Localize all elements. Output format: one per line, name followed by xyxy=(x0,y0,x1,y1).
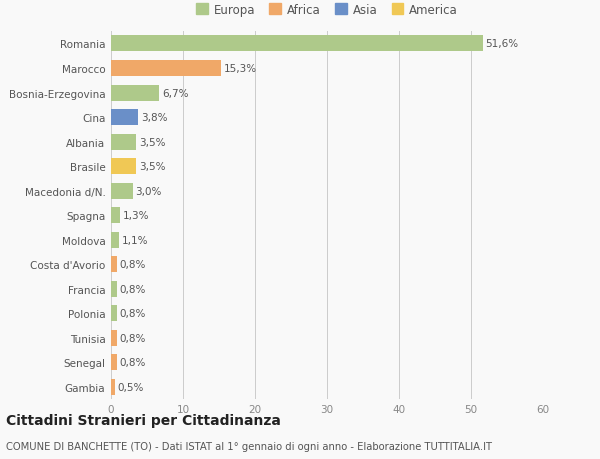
Text: 3,5%: 3,5% xyxy=(139,137,166,147)
Text: 3,8%: 3,8% xyxy=(141,113,168,123)
Text: 6,7%: 6,7% xyxy=(162,88,188,98)
Text: 0,8%: 0,8% xyxy=(119,333,146,343)
Legend: Europa, Africa, Asia, America: Europa, Africa, Asia, America xyxy=(194,1,460,19)
Bar xyxy=(111,379,115,395)
Bar xyxy=(111,159,136,175)
Text: 0,5%: 0,5% xyxy=(118,382,144,392)
Bar xyxy=(111,85,159,101)
Bar xyxy=(111,306,117,322)
Text: 0,8%: 0,8% xyxy=(119,308,146,319)
Bar xyxy=(111,183,133,199)
Bar xyxy=(111,61,221,77)
Text: 3,5%: 3,5% xyxy=(139,162,166,172)
Text: Cittadini Stranieri per Cittadinanza: Cittadini Stranieri per Cittadinanza xyxy=(6,413,281,427)
Bar xyxy=(111,110,139,126)
Bar xyxy=(111,281,117,297)
Text: 1,3%: 1,3% xyxy=(123,211,150,221)
Bar xyxy=(111,208,121,224)
Bar xyxy=(111,36,482,52)
Text: 1,1%: 1,1% xyxy=(122,235,148,245)
Bar xyxy=(111,330,117,346)
Bar xyxy=(111,232,119,248)
Text: 3,0%: 3,0% xyxy=(136,186,162,196)
Bar xyxy=(111,134,136,150)
Text: 0,8%: 0,8% xyxy=(119,260,146,270)
Text: COMUNE DI BANCHETTE (TO) - Dati ISTAT al 1° gennaio di ogni anno - Elaborazione : COMUNE DI BANCHETTE (TO) - Dati ISTAT al… xyxy=(6,441,492,451)
Text: 0,8%: 0,8% xyxy=(119,358,146,368)
Text: 0,8%: 0,8% xyxy=(119,284,146,294)
Bar xyxy=(111,355,117,370)
Text: 51,6%: 51,6% xyxy=(485,39,518,50)
Bar xyxy=(111,257,117,273)
Text: 15,3%: 15,3% xyxy=(224,64,257,74)
